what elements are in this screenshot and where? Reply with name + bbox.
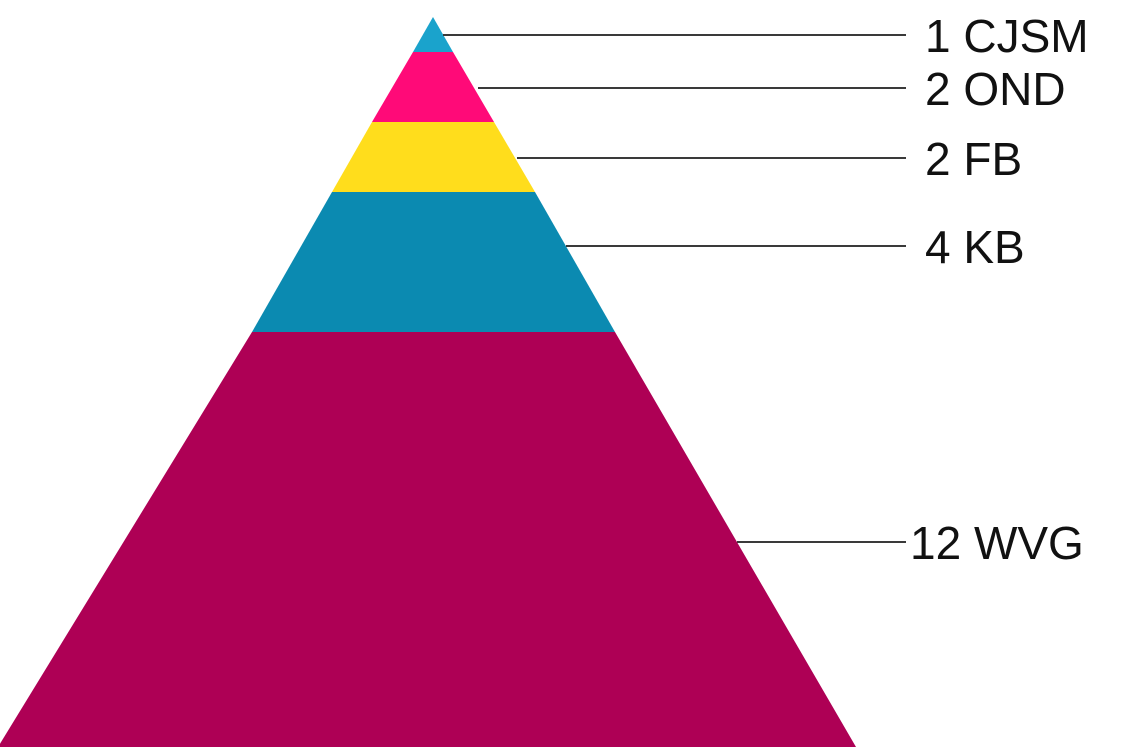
tier-kb <box>252 192 615 332</box>
leader-lines <box>443 34 906 543</box>
label-cjsm: 1 CJSM <box>925 10 1089 62</box>
tier-wvg <box>0 332 856 747</box>
tier-labels: 1 CJSM 2 OND 2 FB 4 KB 12 WVG <box>910 10 1089 569</box>
label-kb: 4 KB <box>925 221 1025 273</box>
tier-ond <box>372 52 494 122</box>
label-ond: 2 OND <box>925 63 1066 115</box>
label-fb: 2 FB <box>925 133 1022 185</box>
pyramid-tiers <box>0 17 856 747</box>
tier-cjsm <box>413 17 453 52</box>
tier-fb <box>332 122 535 192</box>
label-wvg: 12 WVG <box>910 517 1084 569</box>
